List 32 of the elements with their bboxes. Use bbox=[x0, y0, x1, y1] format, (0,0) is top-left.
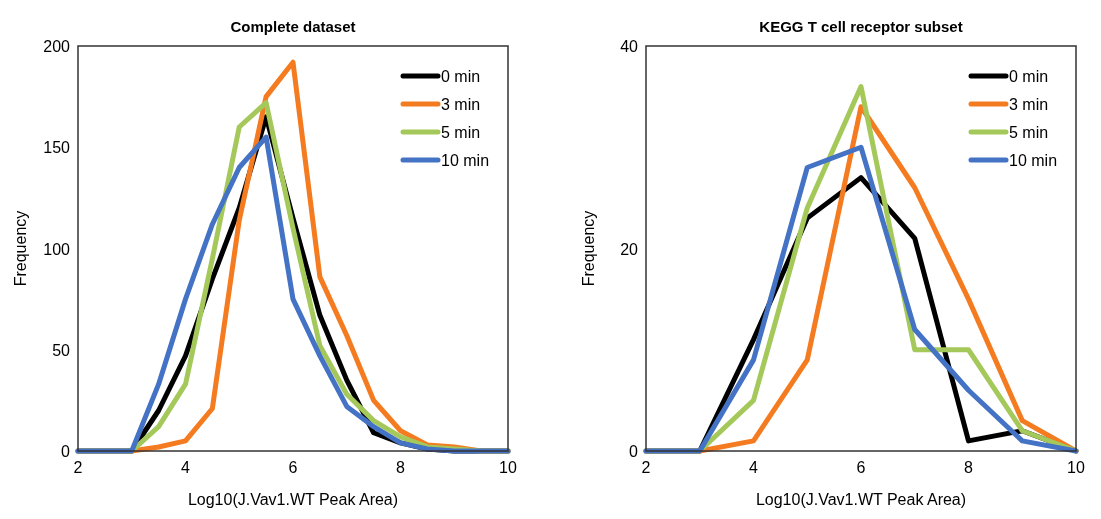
y-tick-label: 20 bbox=[620, 240, 639, 258]
x-tick-label: 10 bbox=[499, 459, 517, 476]
x-axis-title: Log10(J.Vav1.WT Peak Area) bbox=[755, 491, 967, 508]
chart-title: KEGG T cell receptor subset bbox=[759, 18, 963, 35]
y-tick-label: 40 bbox=[620, 38, 639, 55]
y-tick-label: 100 bbox=[43, 240, 71, 258]
y-tick-label: 150 bbox=[43, 139, 71, 157]
x-tick-label: 4 bbox=[181, 459, 191, 476]
legend-label: 0 min bbox=[441, 68, 481, 85]
x-axis-title: Log10(J.Vav1.WT Peak Area) bbox=[187, 491, 399, 508]
y-tick-label: 0 bbox=[629, 443, 639, 460]
x-tick-label: 2 bbox=[641, 459, 651, 476]
legend-label: 10 min bbox=[1009, 152, 1058, 169]
legend-label: 3 min bbox=[1009, 96, 1049, 113]
x-tick-label: 6 bbox=[288, 459, 298, 476]
legend-label: 5 min bbox=[1009, 124, 1049, 141]
x-tick-label: 6 bbox=[856, 459, 866, 476]
y-axis-title: Frequency bbox=[580, 210, 597, 287]
x-tick-label: 8 bbox=[396, 459, 406, 476]
x-tick-label: 4 bbox=[749, 459, 759, 476]
x-tick-label: 8 bbox=[964, 459, 974, 476]
y-tick-label: 200 bbox=[43, 38, 71, 55]
y-tick-label: 0 bbox=[61, 443, 71, 460]
x-tick-label: 2 bbox=[73, 459, 83, 476]
y-axis-title: Frequency bbox=[12, 210, 29, 287]
legend-label: 10 min bbox=[441, 152, 490, 169]
legend-label: 3 min bbox=[441, 96, 481, 113]
y-tick-label: 50 bbox=[52, 341, 71, 359]
legend-label: 0 min bbox=[1009, 68, 1049, 85]
x-tick-label: 10 bbox=[1067, 459, 1085, 476]
legend-label: 5 min bbox=[441, 124, 481, 141]
chart-title: Complete dataset bbox=[230, 18, 356, 35]
